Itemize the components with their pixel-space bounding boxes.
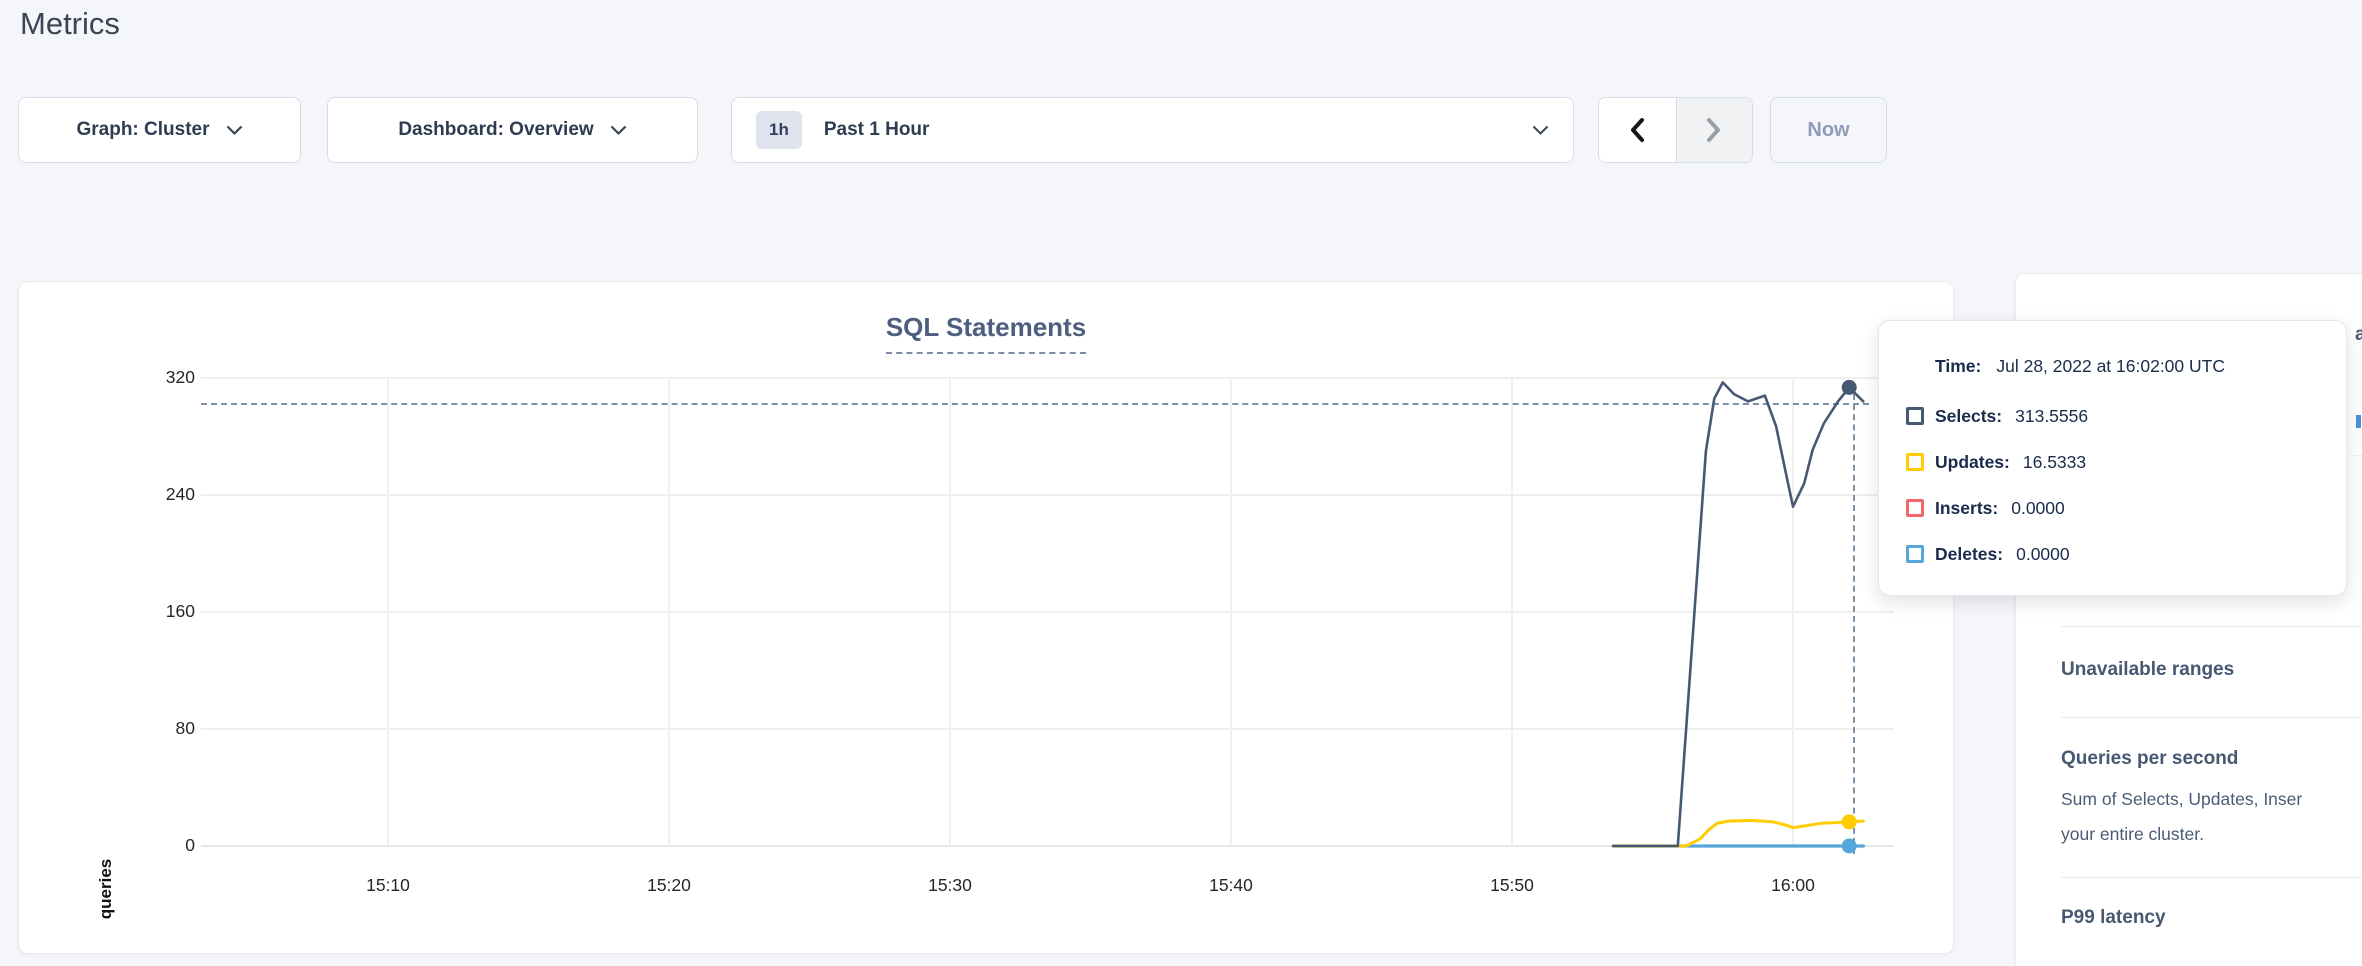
- crosshair-vertical-line: [1853, 384, 1855, 854]
- y-axis-tick-label: 320: [165, 367, 195, 387]
- chart-title-wrap: SQL Statements: [19, 312, 1953, 354]
- vertical-gridline: [1511, 378, 1513, 846]
- tooltip-row-updates: Updates: 16.5333: [1906, 447, 2346, 477]
- chevron-down-icon: [610, 125, 626, 135]
- chart-hover-tooltip: Time: Jul 28, 2022 at 16:02:00 UTC Selec…: [1878, 320, 2347, 596]
- tooltip-time-value: Jul 28, 2022 at 16:02:00 UTC: [1996, 355, 2225, 376]
- previous-timeframe-button[interactable]: [1599, 98, 1676, 162]
- tooltip-series-rows: Selects: 313.5556 Updates: 16.5333 Inserts: 0…: [1906, 401, 2346, 569]
- crosshair-horizontal-line: [201, 403, 1869, 405]
- hover-dot-deletes: [1841, 838, 1857, 854]
- section-heading: P99 latency: [2061, 907, 2166, 928]
- hover-dot-selects: [1841, 379, 1857, 395]
- chevron-down-icon: [1532, 125, 1549, 135]
- section-heading: Queries per second: [2061, 748, 2239, 769]
- graph-selector-label: Graph: Cluster: [76, 119, 210, 140]
- x-axis-tick-label: 15:50: [1490, 875, 1534, 895]
- vertical-gridline: [1792, 378, 1794, 846]
- series-line-selects: [1611, 381, 1865, 848]
- y-axis-tick-label: 240: [165, 484, 195, 504]
- y-axis-tick-label: 80: [175, 718, 195, 738]
- x-axis-tick-label: 15:10: [366, 875, 410, 895]
- tooltip-series-label: Deletes:: [1935, 543, 2004, 564]
- horizontal-gridline: [201, 728, 1894, 730]
- tooltip-row-inserts: Inserts: 0.0000: [1906, 493, 2346, 523]
- chevron-down-icon: [226, 125, 242, 135]
- occluded-text-fragment: a: [2355, 324, 2362, 345]
- vertical-gridline: [949, 378, 951, 846]
- tooltip-series-label: Updates:: [1935, 451, 2010, 472]
- section-divider: [2061, 626, 2362, 627]
- section-description-line: Sum of Selects, Updates, Inser: [2061, 789, 2303, 809]
- tooltip-row-selects: Selects: 313.5556: [1906, 401, 2346, 431]
- y-axis-tick-label: 160: [165, 601, 195, 621]
- series-swatch-icon: [1906, 499, 1924, 517]
- section-description-line: your entire cluster.: [2061, 824, 2204, 844]
- occluded-divider-fragment: [2349, 455, 2362, 456]
- vertical-gridline: [387, 378, 389, 846]
- vertical-gridline: [1230, 378, 1232, 846]
- horizontal-gridline: [201, 377, 1894, 379]
- tooltip-series-label: Inserts:: [1935, 497, 1999, 518]
- y-axis-tick-label: 0: [185, 835, 195, 855]
- tooltip-series-value: 313.5556: [2015, 405, 2089, 426]
- tooltip-series-value: 0.0000: [2016, 543, 2070, 564]
- series-line-updates: [1611, 818, 1865, 848]
- tooltip-time-label: Time:: [1935, 355, 1982, 376]
- section-divider: [2061, 877, 2362, 878]
- next-timeframe-button[interactable]: [1675, 98, 1752, 162]
- time-range-dropdown[interactable]: 1h Past 1 Hour: [731, 97, 1574, 163]
- tooltip-time-row: Time: Jul 28, 2022 at 16:02:00 UTC: [1935, 351, 2346, 381]
- y-axis-label: queries: [96, 858, 115, 920]
- now-button[interactable]: Now: [1770, 97, 1887, 163]
- chart-title[interactable]: SQL Statements: [885, 312, 1087, 354]
- horizontal-gridline: [201, 845, 1894, 847]
- series-swatch-icon: [1906, 545, 1924, 563]
- section-divider: [2061, 717, 2362, 718]
- section-heading: Unavailable ranges: [2061, 659, 2235, 680]
- tooltip-series-label: Selects:: [1935, 405, 2003, 426]
- hover-dot-updates: [1841, 814, 1857, 830]
- page-title: Metrics: [20, 6, 120, 41]
- vertical-gridline: [668, 378, 670, 846]
- x-axis-tick-label: 16:00: [1771, 875, 1815, 895]
- time-pager: [1598, 97, 1753, 163]
- plot-area[interactable]: [194, 346, 1894, 856]
- sql-statements-chart-card: SQL Statements queries 0 80 160 240 320 15:10…: [18, 281, 1954, 954]
- chevron-right-icon: [1707, 118, 1721, 142]
- x-axis-tick-label: 15:20: [647, 875, 691, 895]
- graph-selector-dropdown[interactable]: Graph: Cluster: [18, 97, 301, 163]
- occluded-link-fragment: [2356, 415, 2361, 428]
- tooltip-series-value: 0.0000: [2011, 497, 2065, 518]
- series-swatch-icon: [1906, 407, 1924, 425]
- tooltip-series-value: 16.5333: [2022, 451, 2087, 472]
- series-swatch-icon: [1906, 453, 1924, 471]
- dashboard-selector-dropdown[interactable]: Dashboard: Overview: [327, 97, 698, 163]
- time-window-label: Past 1 Hour: [823, 119, 930, 140]
- tooltip-row-deletes: Deletes: 0.0000: [1906, 539, 2346, 569]
- horizontal-gridline: [201, 494, 1894, 496]
- dashboard-selector-label: Dashboard: Overview: [398, 119, 594, 140]
- horizontal-gridline: [201, 611, 1894, 613]
- x-axis-tick-label: 15:30: [928, 875, 972, 895]
- time-window-badge: 1h: [756, 111, 802, 149]
- chevron-left-icon: [1631, 118, 1645, 142]
- x-axis-tick-label: 15:40: [1209, 875, 1253, 895]
- series-lines-svg: [1611, 379, 1865, 854]
